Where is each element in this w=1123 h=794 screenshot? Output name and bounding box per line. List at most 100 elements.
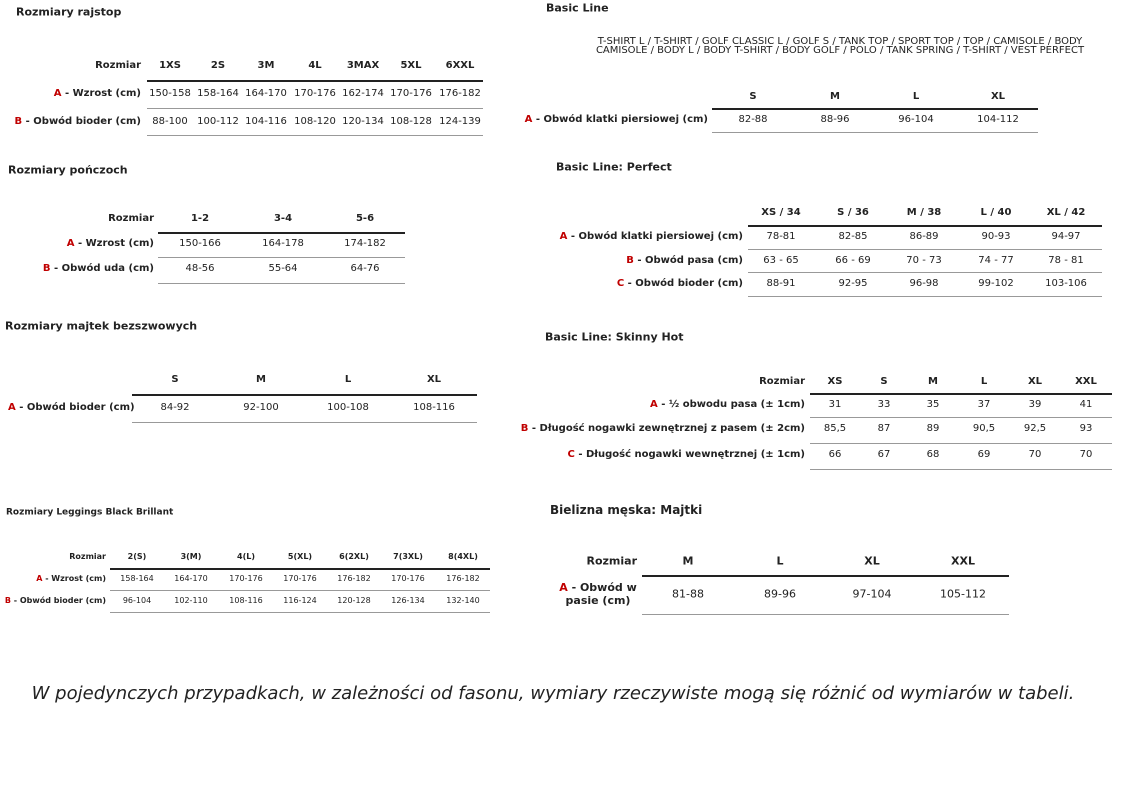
row-divider (810, 443, 1112, 444)
cell: 174-182 (344, 238, 386, 249)
row-divider (147, 135, 483, 136)
cell: 102-110 (174, 596, 208, 605)
cell: 96-104 (898, 114, 934, 125)
row-letter: A (559, 231, 568, 242)
column-header: L (344, 374, 352, 385)
row-text: - Obwód uda (cm) (53, 263, 154, 274)
cell: 84-92 (160, 402, 190, 413)
column-header: XL (426, 374, 442, 385)
row-divider (748, 296, 1102, 297)
table-title: Bielizna męska: Majtki (550, 503, 703, 517)
product-list: CAMISOLE / BODY L / BODY T-SHIRT / BODY … (595, 45, 1085, 56)
column-header: 4L (308, 60, 322, 71)
cell: 70 - 73 (906, 255, 942, 266)
cell: 100-112 (197, 116, 239, 127)
row-label: A - Obwód klatki piersiowej (cm) (525, 115, 708, 125)
cell: 170-176 (229, 574, 263, 583)
table-title: Rozmiary rajstop (16, 5, 122, 19)
cell: 70 (1079, 449, 1093, 460)
cell: 108-116 (413, 402, 455, 413)
row-divider (110, 568, 490, 570)
column-header: 3(M) (180, 552, 202, 561)
row-label: A - Wzrost (cm) (54, 89, 141, 99)
cell: 88-100 (152, 116, 188, 127)
cell: 126-134 (391, 596, 425, 605)
row-label: C - Długość nogawki wewnętrznej (± 1cm) (568, 450, 805, 460)
row-label: A - Wzrost (cm) (67, 239, 154, 249)
cell: 74 - 77 (978, 255, 1014, 266)
cell: 158-164 (197, 88, 239, 99)
row-text: - Długość nogawki zewnętrznej z pasem (±… (531, 423, 805, 434)
cell: 33 (877, 399, 891, 410)
cell: 67 (877, 449, 891, 460)
row-divider (147, 80, 483, 82)
cell: 170-176 (294, 88, 336, 99)
row-letter: B (626, 255, 634, 266)
row-label: A - Wzrost (cm) (36, 575, 106, 583)
row-divider (712, 108, 1038, 110)
column-header: XXL (1075, 376, 1097, 387)
row-letter: A (559, 580, 568, 594)
row-letter: A (8, 402, 16, 413)
cell: 68 (926, 449, 940, 460)
row-divider (158, 232, 405, 234)
cell: 116-124 (283, 596, 317, 605)
cell: 96-104 (122, 596, 152, 605)
table-title: Rozmiary majtek bezszwowych (5, 319, 198, 333)
corner-label: Rozmiar (95, 60, 141, 71)
column-header: 6(2XL) (339, 552, 369, 561)
cell: 35 (926, 399, 940, 410)
cell: 162-174 (342, 88, 384, 99)
row-text: - Obwód pasa (cm) (637, 255, 743, 266)
column-header: S (880, 376, 888, 387)
cell: 170-176 (390, 88, 432, 99)
column-header: S (749, 91, 757, 102)
row-letter: B (520, 423, 529, 434)
cell: 70 (1028, 449, 1042, 460)
row-letter: C (616, 278, 625, 289)
cell: 87 (877, 423, 891, 434)
cell: 88-91 (766, 278, 796, 289)
row-divider (712, 132, 1038, 133)
cell: 105-112 (940, 587, 986, 601)
row-letter: B (42, 263, 51, 274)
cell: 164-170 (245, 88, 287, 99)
row-text: - Wzrost (cm) (78, 238, 154, 249)
cell: 39 (1028, 399, 1042, 410)
cell: 92-100 (243, 402, 279, 413)
cell: 55-64 (268, 263, 298, 274)
cell: 150-158 (149, 88, 191, 99)
cell: 93 (1079, 423, 1093, 434)
cell: 176-182 (439, 88, 481, 99)
cell: 85,5 (823, 423, 847, 434)
row-text: - Obwód bioder (cm) (627, 278, 743, 289)
corner-label: Rozmiar (108, 213, 154, 224)
cell: 82-85 (838, 231, 868, 242)
column-header: 2S (210, 60, 226, 71)
column-header: 6XXL (445, 60, 475, 71)
table-title: Basic Line: Skinny Hot (545, 330, 684, 344)
row-text: - Długość nogawki wewnętrznej (± 1cm) (578, 449, 805, 460)
cell: 108-128 (390, 116, 432, 127)
cell: 164-170 (174, 574, 208, 583)
corner-label: Rozmiar (69, 552, 106, 561)
cell: 92-95 (838, 278, 868, 289)
row-text: - Obwód bioder (cm) (25, 116, 141, 127)
cell: 158-164 (120, 574, 154, 583)
row-label: B - Obwód uda (cm) (43, 264, 154, 274)
column-header: XL (1027, 376, 1043, 387)
column-header: 3M (257, 60, 275, 71)
cell: 81-88 (672, 587, 704, 601)
row-text: - ½ obwodu pasa (± 1cm) (661, 399, 805, 410)
row-letter: B (4, 596, 11, 605)
cell: 41 (1079, 399, 1093, 410)
row-label: A - Obwód w pasie (cm) (558, 581, 638, 607)
cell: 66 (828, 449, 842, 460)
column-header: L (776, 554, 784, 568)
column-header: 5(XL) (287, 552, 313, 561)
cell: 66 - 69 (835, 255, 871, 266)
row-divider (810, 417, 1112, 418)
cell: 63 - 65 (763, 255, 799, 266)
row-divider (132, 422, 477, 423)
cell: 94-97 (1051, 231, 1081, 242)
